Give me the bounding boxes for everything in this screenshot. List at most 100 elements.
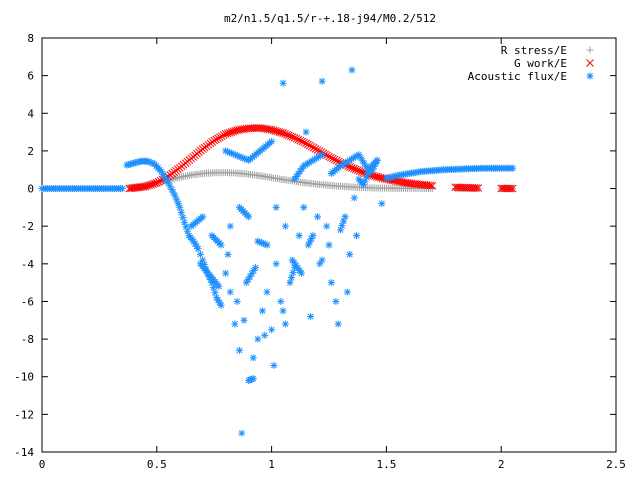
data-point [199,213,207,221]
data-point-interp [504,184,513,193]
data-point [325,241,333,249]
data-point-interp [468,183,477,192]
data-point [497,184,506,193]
legend-marker [586,59,594,67]
data-point-interp [327,153,335,162]
data-point-interp [212,135,220,144]
data-point-interp [288,133,297,141]
data-point [348,163,356,172]
data-point [258,307,266,315]
data-point [332,297,340,305]
data-point-interp [211,289,219,297]
data-point [378,200,386,208]
data-point [474,184,483,192]
data-point-interp [462,183,471,192]
data-point [323,222,331,230]
x-tick-label: 0.5 [147,458,167,471]
data-point-interp [292,134,301,143]
data-point-interp [330,155,339,164]
data-point [300,203,308,211]
data-point [263,288,271,296]
data-point-interp [453,183,462,192]
data-point [428,181,437,190]
data-point [350,194,358,202]
y-tick-label: 0 [27,183,34,196]
data-point-interp [219,131,228,139]
data-point-interp [214,134,222,143]
data-point [327,279,335,287]
data-point [297,269,305,277]
data-point [343,288,351,296]
data-point [152,179,161,187]
data-point-interp [284,131,293,140]
data-point [254,335,262,343]
data-point-interp [248,124,257,133]
data-point [252,264,260,272]
data-point [231,320,239,328]
data-point [270,361,278,369]
data-point [314,213,322,221]
data-point-interp [455,183,463,192]
y-tick-label: 4 [27,107,34,120]
data-point-interp [151,179,159,188]
legend-label: G work/E [514,57,567,70]
data-point-interp [323,151,331,160]
data-point [281,320,289,328]
chart-title: m2/n1.5/q1.5/r-+.18-j94/M0.2/512 [224,12,436,25]
x-tick-label: 2.5 [606,458,626,471]
data-point [279,129,287,137]
data-point-interp [154,177,163,186]
data-point [509,164,517,172]
data-point [180,218,188,226]
data-point [279,79,287,87]
data-point [348,66,356,74]
data-point-interp [304,140,312,149]
data-point [226,288,234,296]
data-point [318,77,326,85]
data-point-interp [457,183,465,192]
data-point [268,138,276,145]
data-point-interp [311,145,320,153]
data-point [281,222,289,230]
data-point-interp [294,135,303,144]
data-point [279,307,287,315]
data-point-interp [464,183,473,192]
data-point-interp [328,154,337,163]
x-tick-label: 0 [39,458,46,471]
data-point [346,250,354,258]
data-point [240,316,248,324]
data-point-interp [351,165,360,174]
y-tick-label: 2 [27,145,34,158]
data-point [341,213,349,221]
y-tick-label: -14 [14,446,34,459]
data-point-interp [286,132,295,141]
data-point-interp [353,166,362,175]
data-point-interp [472,184,481,192]
data-point-interp [281,129,289,138]
data-point-interp [309,143,318,152]
data-point [286,279,294,287]
data-point [318,151,326,159]
data-point [302,139,310,148]
series-3 [38,66,517,437]
plot-frame [41,37,617,453]
data-point [268,326,276,334]
data-point [325,152,333,161]
data-point [224,250,232,258]
y-tick-label: -6 [21,295,34,308]
data-point-interp [287,274,295,282]
data-point-interp [250,124,259,132]
data-point [233,297,241,305]
data-point-interp [179,213,187,221]
data-point [235,346,243,354]
data-point-interp [306,238,314,246]
data-point [226,222,234,230]
x-tick-label: 2 [498,458,505,471]
data-point-interp [283,130,291,139]
data-point-interp [501,184,509,193]
y-axis: 8 6 4 2 0 -2 -4 -6 -8 -10 -12 -14 [14,32,616,459]
data-point-interp [252,124,261,132]
data-point-interp [156,176,165,185]
